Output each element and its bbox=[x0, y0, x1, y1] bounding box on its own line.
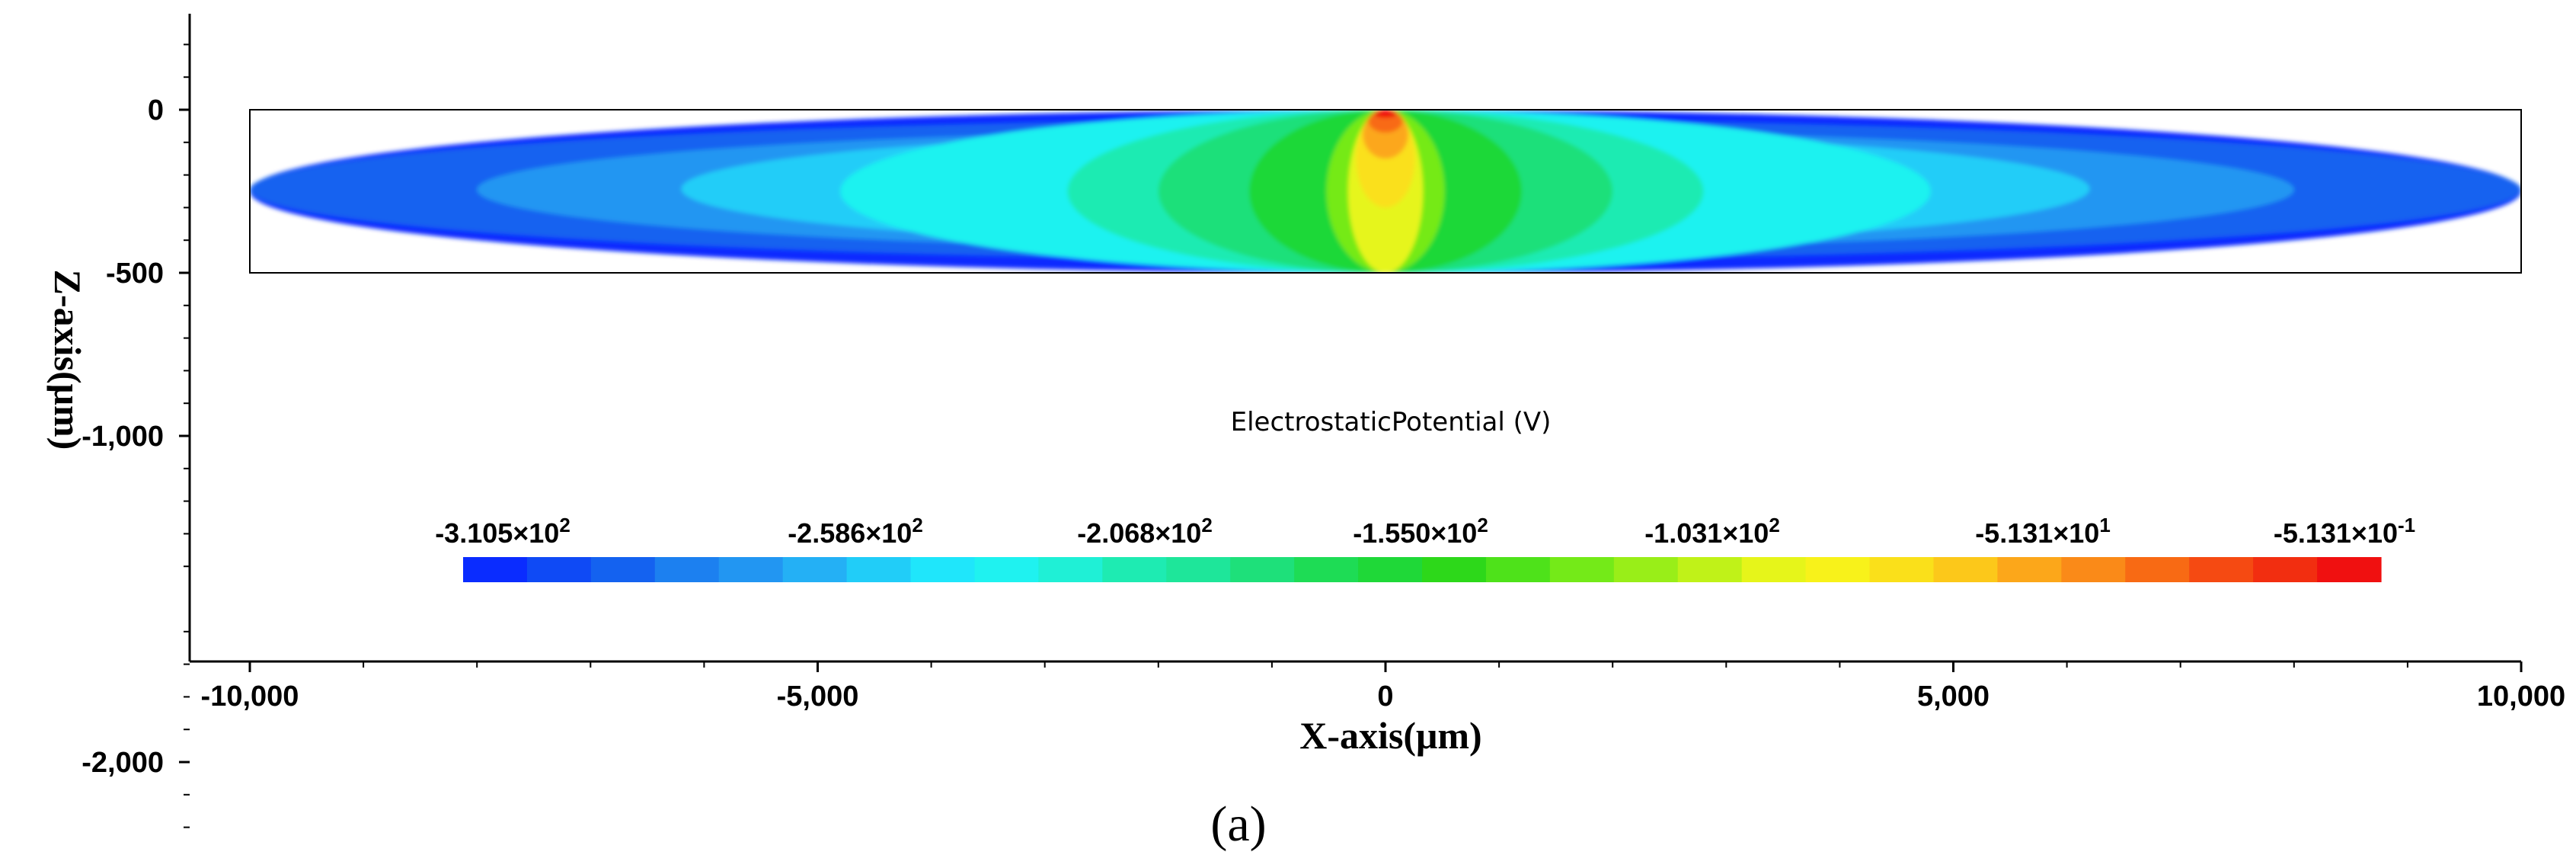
field-band-13 bbox=[1374, 110, 1397, 118]
colorbar-swatch-20 bbox=[1741, 557, 1807, 582]
colorbar-swatch-25 bbox=[2061, 557, 2126, 582]
colorbar-labels: -3.105×102 -2.586×102 -2.068×102 -1.550×102… bbox=[435, 514, 2415, 549]
y-tick-label-1: -500 bbox=[106, 258, 164, 290]
colorbar-label-2: -2.068×102 bbox=[1077, 514, 1213, 549]
colorbar-swatch-14 bbox=[1358, 557, 1423, 582]
colorbar-swatch-24 bbox=[1997, 557, 2062, 582]
x-tick-label-4: 10,000 bbox=[2477, 681, 2565, 713]
colorbar-swatch-2 bbox=[590, 557, 656, 582]
colorbar-swatch-3 bbox=[654, 557, 720, 582]
colorbar-label-6: -5.131×10-1 bbox=[2274, 514, 2415, 549]
colorbar-title: ElectrostaticPotential (V) bbox=[1231, 407, 1552, 437]
x-tick-label-0: -10,000 bbox=[201, 681, 299, 713]
potential-field bbox=[250, 110, 2521, 273]
colorbar-swatch-8 bbox=[974, 557, 1039, 582]
colorbar-swatch-28 bbox=[2253, 557, 2318, 582]
y-axis-title: Z-axis(μm) bbox=[46, 270, 89, 450]
colorbar-label-3: -1.550×102 bbox=[1353, 514, 1488, 549]
y-tick-labels: 0 -500 -1,000 -2,000 bbox=[81, 94, 164, 779]
colorbar-swatch-4 bbox=[718, 557, 784, 582]
x-tick-label-2: 0 bbox=[1377, 681, 1393, 713]
colorbar-swatch-5 bbox=[782, 557, 848, 582]
colorbar-label-5: -5.131×101 bbox=[1975, 514, 2111, 549]
colorbar-swatch-29 bbox=[2317, 557, 2382, 582]
figure-caption: (a) bbox=[1210, 796, 1266, 852]
colorbar-swatch-27 bbox=[2189, 557, 2254, 582]
colorbar-swatch-0 bbox=[463, 557, 528, 582]
colorbar-swatch-19 bbox=[1677, 557, 1743, 582]
colorbar-label-4: -1.031×102 bbox=[1644, 514, 1780, 549]
major-ticks bbox=[179, 108, 2523, 764]
colorbar-swatch-17 bbox=[1549, 557, 1615, 582]
colorbar-swatch-22 bbox=[1869, 557, 1935, 582]
y-tick-label-0: 0 bbox=[148, 94, 164, 127]
domain-outline bbox=[249, 109, 2522, 274]
colorbar-swatch-18 bbox=[1613, 557, 1679, 582]
x-axis-title: X-axis(μm) bbox=[1299, 714, 1481, 757]
colorbar-swatch-26 bbox=[2125, 557, 2190, 582]
colorbar-swatch-7 bbox=[910, 557, 976, 582]
colorbar bbox=[463, 557, 2382, 582]
colorbar-label-0: -3.105×102 bbox=[435, 514, 570, 549]
minor-ticks bbox=[184, 43, 2408, 828]
colorbar-swatch-9 bbox=[1038, 557, 1103, 582]
colorbar-swatch-23 bbox=[1933, 557, 1998, 582]
y-tick-label-3: -2,000 bbox=[81, 747, 164, 779]
colorbar-swatch-16 bbox=[1485, 557, 1551, 582]
colorbar-swatch-12 bbox=[1230, 557, 1295, 582]
colorbar-swatch-21 bbox=[1805, 557, 1871, 582]
colorbar-swatch-10 bbox=[1102, 557, 1167, 582]
y-tick-label-2: -1,000 bbox=[81, 421, 164, 453]
x-tick-label-1: -5,000 bbox=[777, 681, 859, 713]
colorbar-swatch-13 bbox=[1294, 557, 1359, 582]
colorbar-swatch-6 bbox=[846, 557, 912, 582]
x-tick-label-3: 5,000 bbox=[1917, 681, 1990, 713]
colorbar-swatch-15 bbox=[1422, 557, 1487, 582]
colorbar-label-1: -2.586×102 bbox=[788, 514, 923, 549]
x-tick-labels: -10,000 -5,000 0 5,000 10,000 bbox=[201, 681, 2566, 713]
colorbar-swatch-11 bbox=[1166, 557, 1231, 582]
colorbar-swatch-1 bbox=[526, 557, 592, 582]
